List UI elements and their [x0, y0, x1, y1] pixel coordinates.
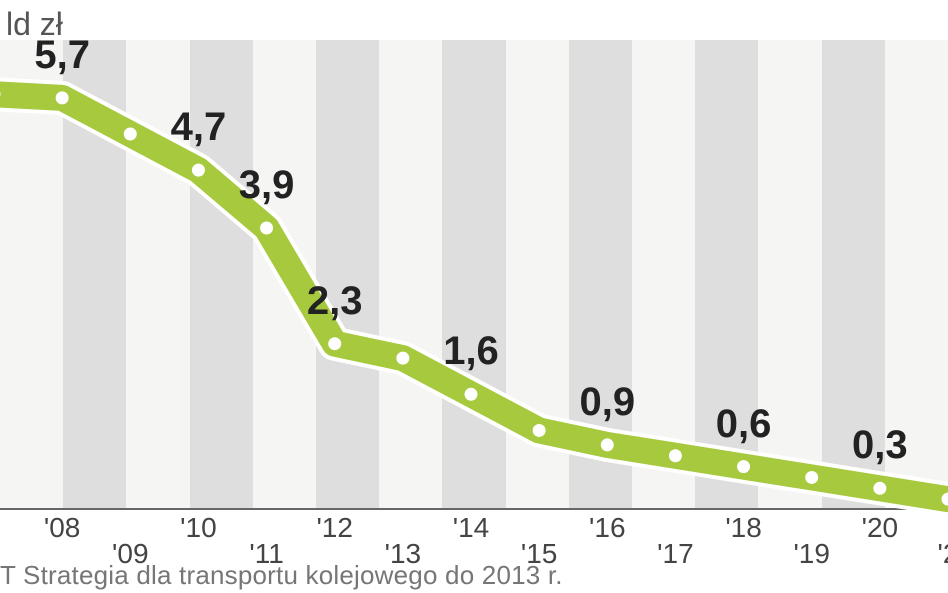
- data-marker: [122, 126, 138, 142]
- value-label: 3,9: [239, 163, 295, 208]
- data-marker: [940, 491, 948, 507]
- data-marker: [736, 459, 752, 475]
- value-label: 0,3: [852, 423, 908, 468]
- value-label: 0,6: [716, 402, 772, 447]
- data-marker: [190, 162, 206, 178]
- chart-container: ld zł 5,74,73,92,31,60,90,60,3 '08'09'10…: [0, 0, 948, 593]
- x-tick-label: '19: [793, 538, 830, 570]
- chart-caption: T Strategia dla transportu kolejowego do…: [0, 560, 563, 591]
- data-marker: [804, 469, 820, 485]
- x-tick-label: '08: [44, 512, 81, 544]
- x-tick-label: '17: [657, 538, 694, 570]
- value-label: 2,3: [307, 279, 363, 324]
- plot-area: 5,74,73,92,31,60,90,60,3: [0, 40, 948, 510]
- data-marker: [667, 448, 683, 464]
- data-marker: [327, 336, 343, 352]
- x-tick-label: '12: [316, 512, 353, 544]
- line-overlay: [0, 40, 948, 510]
- data-marker: [463, 386, 479, 402]
- value-label: 1,6: [443, 329, 499, 374]
- x-tick-label: '20: [862, 512, 899, 544]
- x-tick-label: '16: [589, 512, 626, 544]
- data-marker: [872, 480, 888, 496]
- data-marker: [531, 422, 547, 438]
- x-tick-label: '10: [180, 512, 217, 544]
- data-marker: [599, 437, 615, 453]
- x-tick-label: '18: [725, 512, 762, 544]
- x-tick-label: '14: [453, 512, 490, 544]
- value-label: 4,7: [171, 105, 227, 150]
- value-label: 5,7: [34, 33, 90, 78]
- x-tick-label: '2: [938, 538, 948, 570]
- data-marker: [395, 350, 411, 366]
- data-marker: [259, 220, 275, 236]
- x-axis-labels: '08'09'10'11'12'13'14'15'16'17'18'19'20'…: [0, 512, 948, 564]
- trend-line: [0, 94, 948, 499]
- value-label: 0,9: [579, 380, 635, 425]
- data-marker: [54, 90, 70, 106]
